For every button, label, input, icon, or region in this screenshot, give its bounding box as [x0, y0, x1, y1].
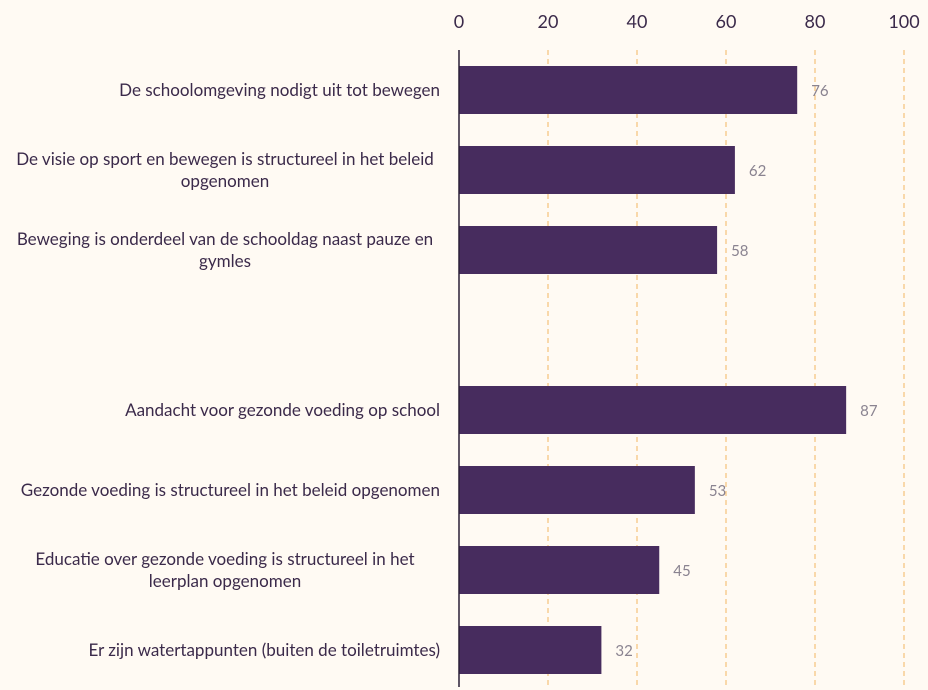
- category-label: Educatie over gezonde voeding is structu…: [35, 548, 415, 591]
- category-label-box: De schoolomgeving nodigt uit tot bewegen: [119, 50, 440, 130]
- x-tick-label: 20: [538, 10, 559, 32]
- value-label: 62: [749, 162, 766, 180]
- bar: [459, 386, 847, 434]
- x-tick-label: 0: [454, 10, 464, 32]
- value-label: 53: [709, 482, 726, 500]
- value-label: 32: [615, 642, 632, 660]
- category-label: Aandacht voor gezonde voeding op school: [125, 399, 440, 420]
- category-label: Er zijn watertappunten (buiten de toilet…: [88, 639, 440, 660]
- bar: [459, 66, 798, 114]
- category-label-box: Aandacht voor gezonde voeding op school: [125, 370, 440, 450]
- x-tick-label: 60: [716, 10, 737, 32]
- value-label: 58: [731, 242, 748, 260]
- bar: [459, 626, 602, 674]
- x-tick-label: 40: [627, 10, 648, 32]
- category-label: Gezonde voeding is structureel in het be…: [20, 479, 440, 500]
- category-label-box: Beweging is onderdeel van de schooldag n…: [10, 210, 440, 290]
- category-label: Beweging is onderdeel van de schooldag n…: [16, 228, 434, 271]
- bar: [459, 146, 735, 194]
- category-label-box: Educatie over gezonde voeding is structu…: [10, 530, 440, 610]
- value-label: 45: [673, 562, 690, 580]
- value-label: 87: [860, 402, 878, 420]
- category-label: De visie op sport en bewegen is structur…: [16, 148, 434, 191]
- bar: [459, 466, 695, 514]
- bar: [459, 226, 718, 274]
- category-label-box: Gezonde voeding is structureel in het be…: [21, 450, 440, 530]
- x-tick-label: 80: [805, 10, 826, 32]
- x-tick-label: 100: [888, 10, 919, 32]
- category-label-box: Er zijn watertappunten (buiten de toilet…: [88, 610, 440, 690]
- category-label: De schoolomgeving nodigt uit tot bewegen: [119, 79, 440, 100]
- value-label: 76: [811, 82, 829, 100]
- bar: [459, 546, 660, 594]
- category-label-box: De visie op sport en bewegen is structur…: [10, 130, 440, 210]
